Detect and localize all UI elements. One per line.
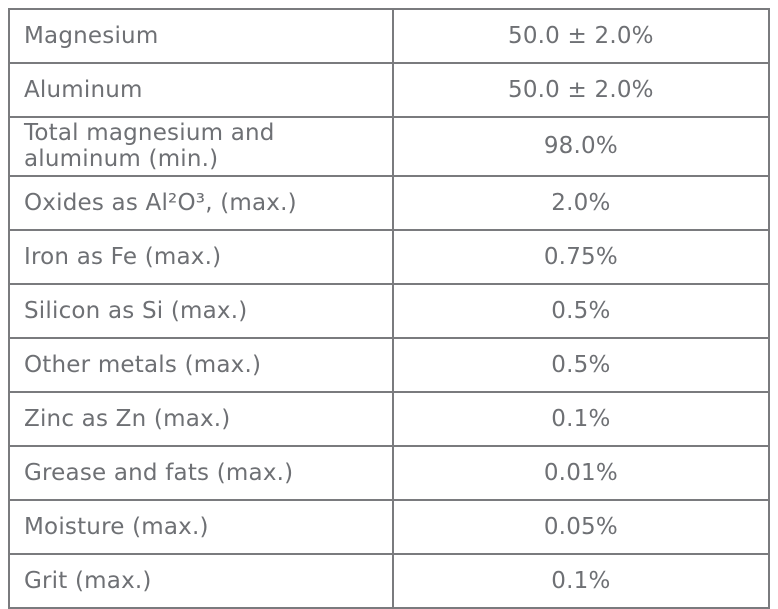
table-row: Magnesium 50.0 ± 2.0% [8, 8, 771, 64]
table-row: Aluminum 50.0 ± 2.0% [8, 62, 771, 118]
table-row: Silicon as Si (max.) 0.5% [8, 282, 771, 339]
table-row: Total magnesium and aluminum (min.) 98.0% [8, 116, 771, 177]
row-label-cell: Magnesium [8, 8, 394, 64]
row-value-cell: 2.0% [391, 174, 771, 231]
specification-table: Magnesium 50.0 ± 2.0% Aluminum 50.0 ± 2.0% T… [8, 8, 771, 609]
table-row: Other metals (max.) 0.5% [8, 336, 771, 393]
row-value-cell: 0.5% [391, 282, 771, 339]
row-value-cell: 0.75% [391, 228, 771, 285]
row-value-cell: 50.0 ± 2.0% [391, 8, 771, 64]
row-label-cell: Silicon as Si (max.) [8, 282, 394, 339]
row-label-cell: Iron as Fe (max.) [8, 228, 394, 285]
specification-table-body: Magnesium 50.0 ± 2.0% Aluminum 50.0 ± 2.0% T… [8, 8, 771, 609]
row-label-cell: Grease and fats (max.) [8, 444, 394, 501]
row-value-cell: 0.1% [391, 390, 771, 447]
row-label-cell: Aluminum [8, 62, 394, 118]
row-value-cell: 0.01% [391, 444, 771, 501]
row-value-cell: 0.05% [391, 498, 771, 555]
row-label-cell: Zinc as Zn (max.) [8, 390, 394, 447]
table-row: Grease and fats (max.) 0.01% [8, 444, 771, 501]
row-value-cell: 50.0 ± 2.0% [391, 62, 771, 118]
row-label-cell: Total magnesium and aluminum (min.) [8, 116, 394, 177]
table-row: Moisture (max.) 0.05% [8, 498, 771, 555]
row-label-cell: Oxides as Al²O³, (max.) [8, 174, 394, 231]
row-value-cell: 98.0% [391, 116, 771, 177]
row-label-cell: Other metals (max.) [8, 336, 394, 393]
table-row: Iron as Fe (max.) 0.75% [8, 228, 771, 285]
row-value-cell: 0.5% [391, 336, 771, 393]
table-row: Zinc as Zn (max.) 0.1% [8, 390, 771, 447]
row-label-cell: Moisture (max.) [8, 498, 394, 555]
table-row: Oxides as Al²O³, (max.) 2.0% [8, 174, 771, 231]
